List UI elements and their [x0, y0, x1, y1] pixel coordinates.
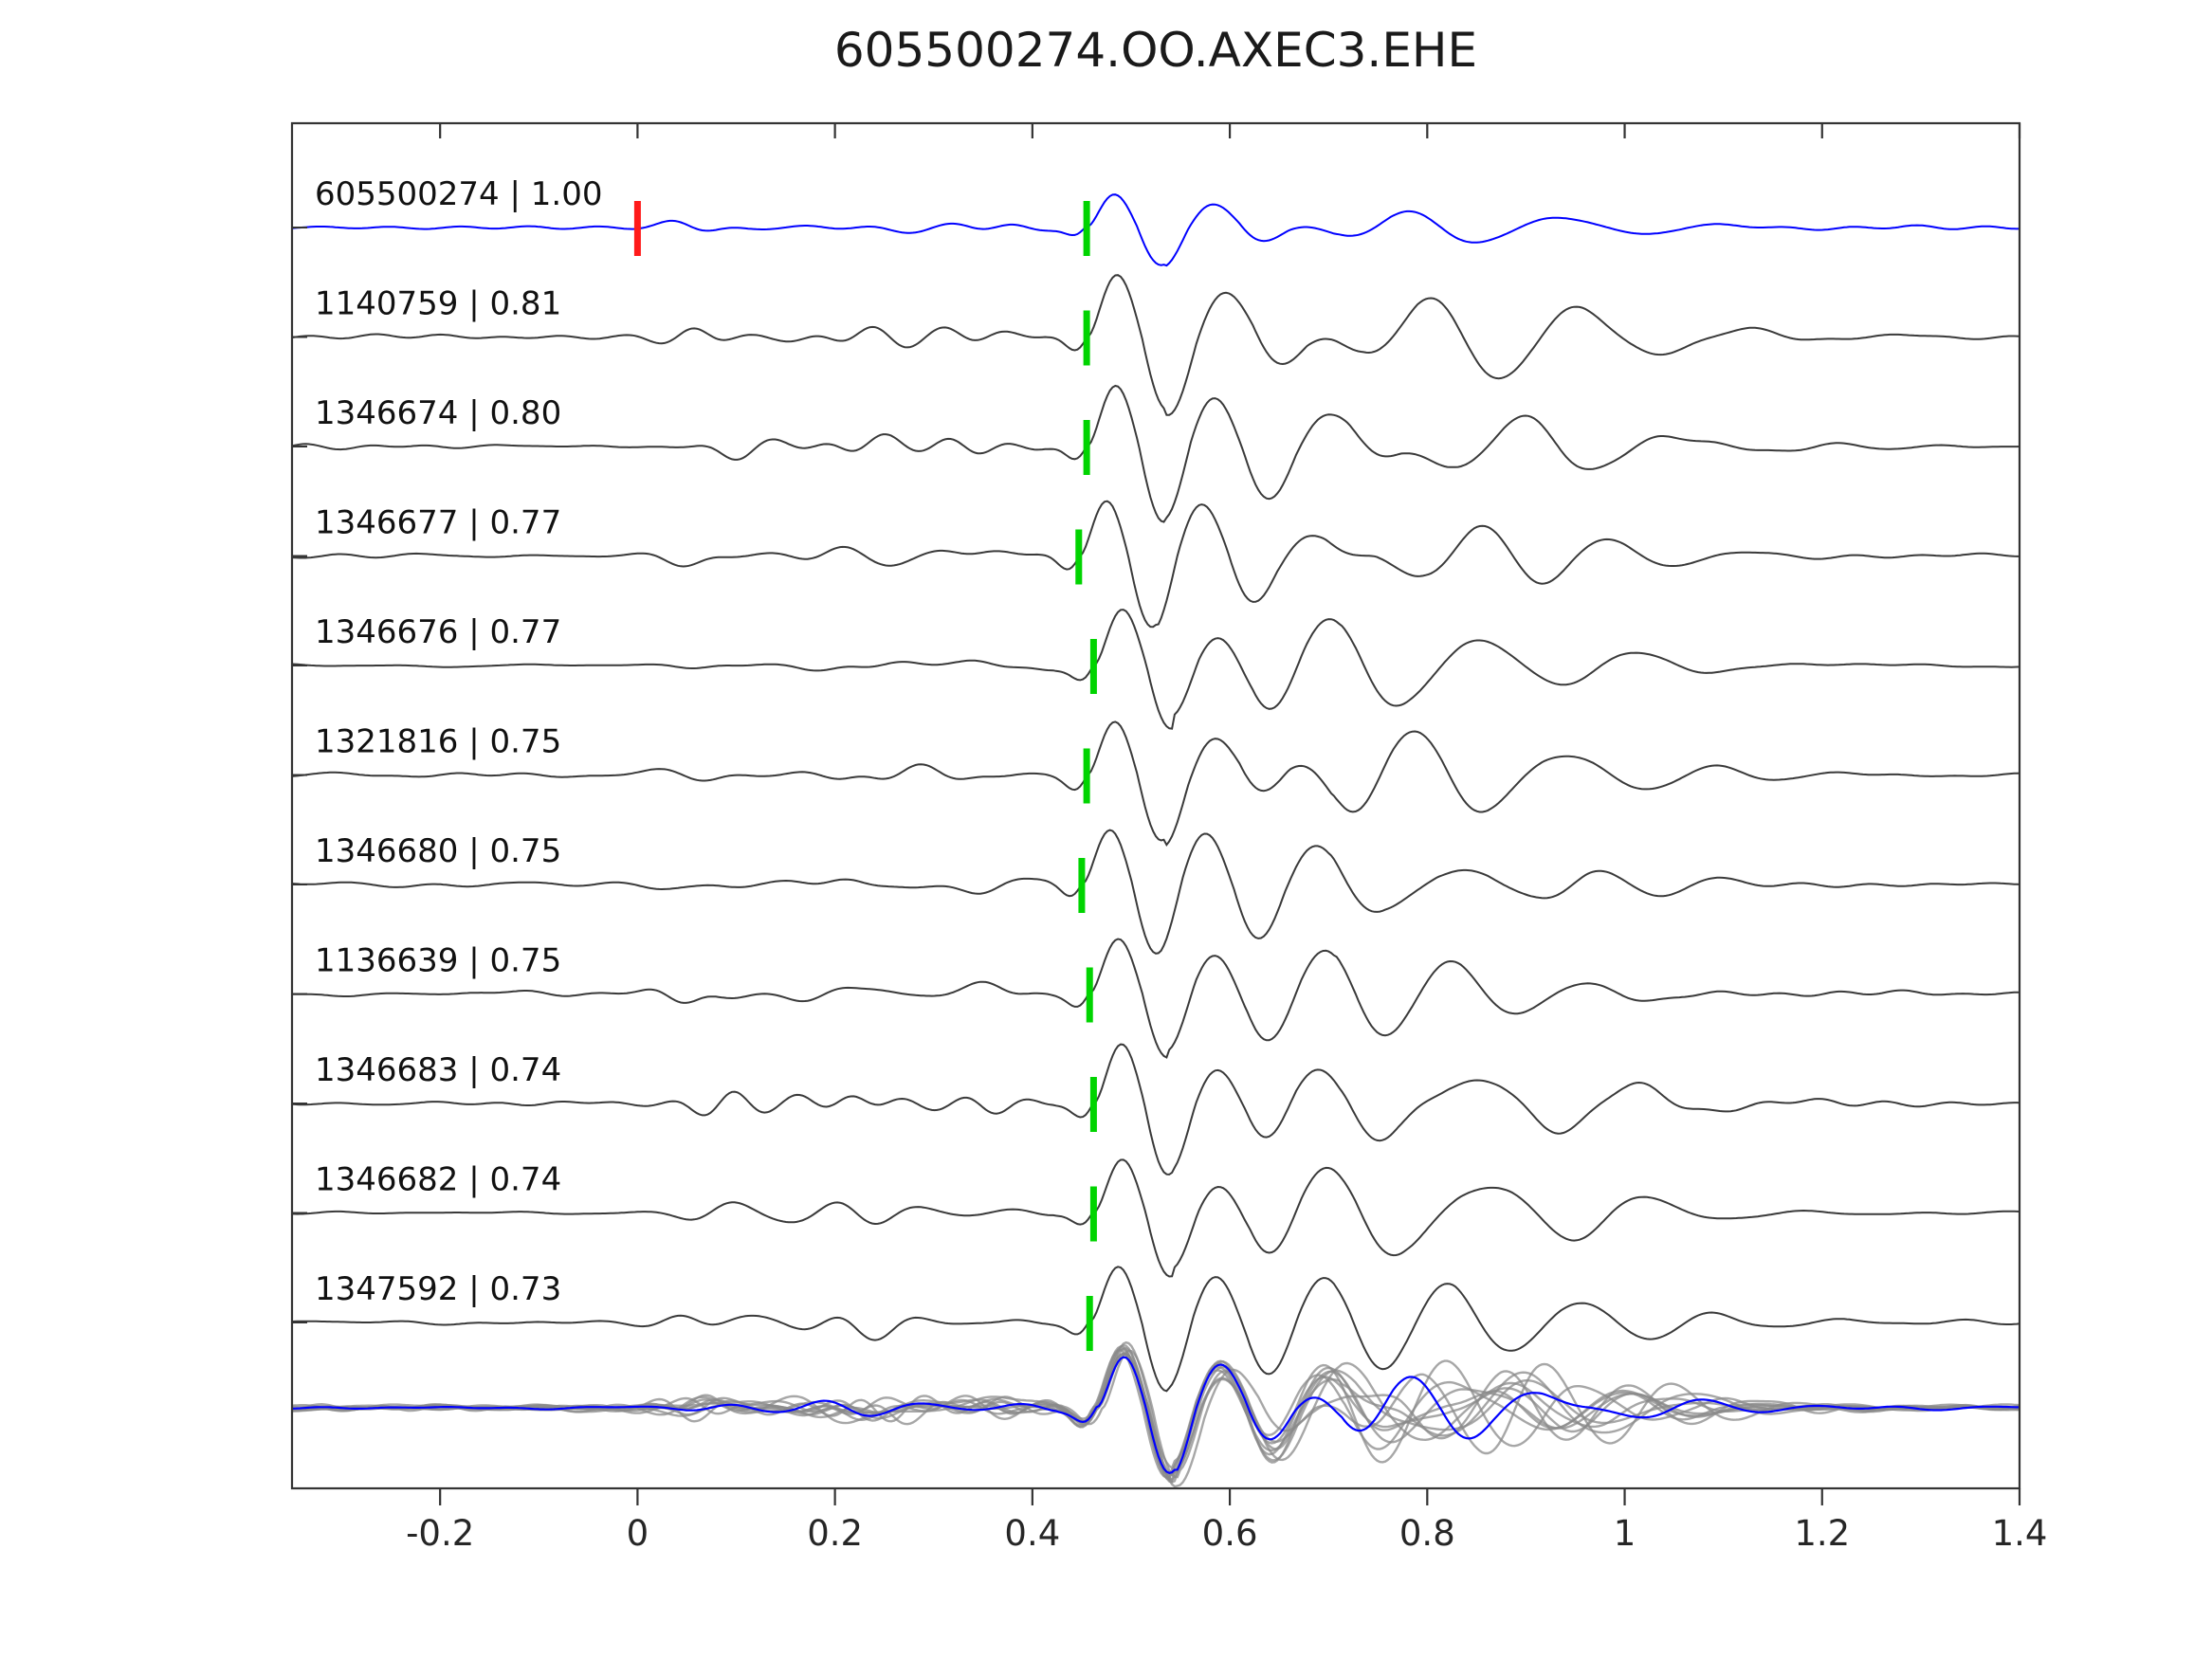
- trace-label: 1136639 | 0.75: [315, 942, 561, 980]
- detection-trace: [292, 720, 2020, 848]
- overlay-detection-trace: [292, 1348, 2020, 1483]
- pick-marker: [1086, 967, 1093, 1023]
- axes-box: [290, 121, 2021, 1490]
- trace-label: 1140759 | 0.81: [315, 285, 561, 323]
- detection-trace: [292, 500, 2020, 629]
- detection-trace: [292, 1158, 2020, 1278]
- pick-marker: [1083, 310, 1090, 366]
- trace-label: 1346674 | 0.80: [315, 394, 561, 432]
- detection-trace: [292, 1266, 2020, 1393]
- detection-trace: [292, 609, 2020, 730]
- x-tick-label: 1.4: [1992, 1513, 2048, 1554]
- pick-marker: [1089, 639, 1097, 694]
- detection-trace: [292, 1043, 2020, 1176]
- pick-marker: [1086, 1296, 1093, 1351]
- traces-group: [292, 193, 2020, 1488]
- trace-label: 1346682 | 0.74: [315, 1161, 561, 1199]
- detection-trace: [292, 829, 2020, 955]
- trace-label: 1346683 | 0.74: [315, 1051, 561, 1089]
- x-tick-label: 0.6: [1202, 1513, 1258, 1554]
- x-tick-label: 0: [627, 1513, 649, 1554]
- pick-marker: [1075, 529, 1083, 585]
- detection-trace: [292, 274, 2020, 416]
- pick-marker: [1083, 748, 1090, 804]
- trace-label: 1346680 | 0.75: [315, 832, 561, 870]
- trace-label: 1346676 | 0.77: [315, 613, 561, 651]
- detection-trace: [292, 384, 2020, 523]
- overlay-detection-trace: [292, 1340, 2020, 1488]
- trace-label: 1346677 | 0.77: [315, 504, 561, 542]
- trace-label: 1321816 | 0.75: [315, 723, 561, 761]
- x-tick-label: 0.8: [1399, 1513, 1455, 1554]
- trace-label: 605500274 | 1.00: [315, 175, 602, 213]
- x-tick-label: 1: [1614, 1513, 1636, 1554]
- pick-marker: [1089, 1077, 1097, 1132]
- x-tick-label: 1.2: [1794, 1513, 1850, 1554]
- overlay-template-trace: [292, 1356, 2020, 1474]
- x-tick-label: 0.4: [1004, 1513, 1060, 1554]
- pick-marker: [1083, 201, 1090, 256]
- pick-marker: [1089, 1186, 1097, 1242]
- x-tick-label: 0.2: [807, 1513, 863, 1554]
- pick-marker: [1083, 420, 1090, 475]
- trace-label: 1347592 | 0.73: [315, 1270, 561, 1308]
- x-tick-label: -0.2: [406, 1513, 474, 1554]
- template-trace: [292, 193, 2020, 267]
- figure-title: 605500274.OO.AXEC3.EHE: [833, 23, 1478, 78]
- detection-trace: [292, 938, 2020, 1059]
- origin-time-marker: [633, 201, 641, 256]
- pick-marker: [1078, 858, 1086, 913]
